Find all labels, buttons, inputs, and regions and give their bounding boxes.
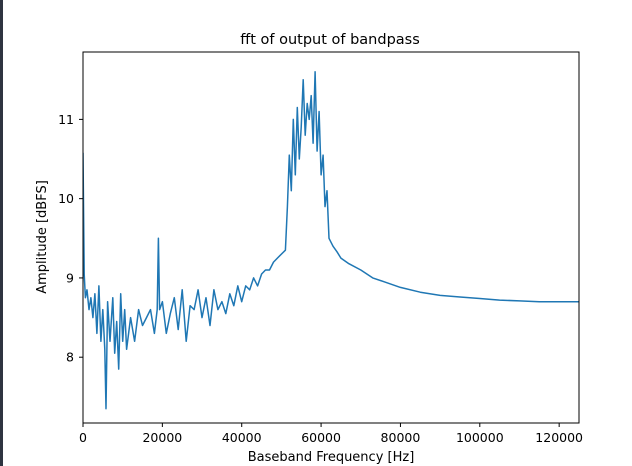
x-tick-label: 120000 (535, 430, 583, 445)
amplitude-series-line (83, 71, 579, 410)
x-tick-label: 40000 (222, 430, 262, 445)
plot-area (83, 71, 579, 410)
plot-frame (82, 51, 580, 424)
y-tick-label: 10 (58, 191, 74, 206)
x-tick-label: 60000 (301, 430, 341, 445)
x-tick-label: 20000 (142, 430, 182, 445)
x-tick-label: 100000 (456, 430, 504, 445)
x-axis-label: Baseband Frequency [Hz] (248, 450, 415, 465)
y-axis: 8 9 10 11 (58, 112, 83, 365)
y-axis-label: Amplitude [dBFS] (35, 180, 50, 294)
x-tick-label: 0 (79, 430, 87, 445)
window-edge (0, 0, 3, 466)
y-tick-label: 8 (66, 350, 74, 365)
y-tick-label: 9 (66, 270, 74, 285)
x-axis: 0 20000 40000 60000 80000 100000 120000 (79, 423, 583, 445)
x-tick-label: 80000 (381, 430, 421, 445)
y-tick-label: 11 (58, 112, 74, 127)
chart-title: fft of output of bandpass (240, 32, 420, 48)
